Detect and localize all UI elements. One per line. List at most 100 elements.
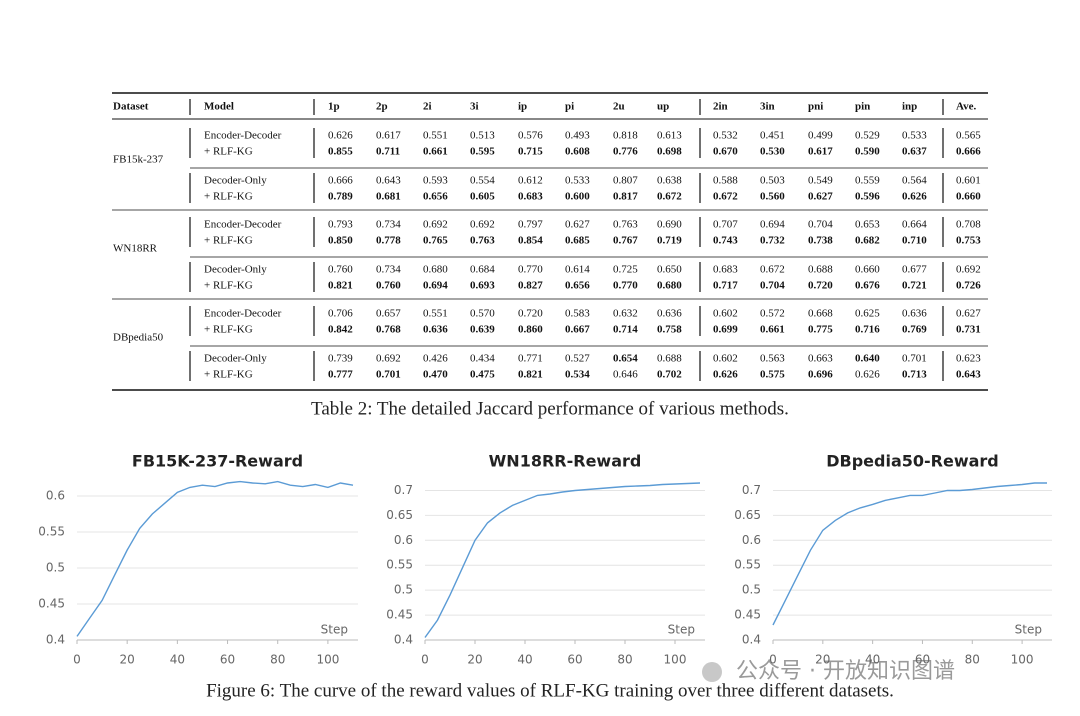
table-cell: 0.850 — [328, 235, 353, 247]
table-cell: 0.701 — [376, 369, 401, 381]
x-tick-label: 60 — [915, 653, 930, 667]
column-header: 2p — [376, 101, 388, 113]
table-cell: 0.681 — [376, 191, 401, 203]
model-name: + RLF-KG — [204, 191, 253, 203]
table-cell: 0.654 — [613, 353, 638, 365]
table-cell: 0.682 — [855, 235, 880, 247]
chart-title: DBpedia50-Reward — [826, 452, 999, 471]
dataset-name: DBpedia50 — [113, 332, 164, 344]
y-tick-label: 0.5 — [742, 583, 761, 597]
table-cell: 0.842 — [328, 324, 353, 336]
table-cell: 0.575 — [760, 369, 785, 381]
x-axis-label: Step — [321, 623, 348, 637]
table-cell: 0.701 — [902, 353, 927, 365]
table-cell: 0.713 — [902, 369, 927, 381]
x-tick-label: 20 — [815, 653, 830, 667]
table-cell: 0.613 — [657, 130, 682, 142]
table-cell: 0.694 — [760, 219, 785, 231]
dataset-name: FB15k-237 — [113, 154, 164, 166]
table-cell: 0.663 — [808, 353, 833, 365]
y-tick-label: 0.55 — [386, 558, 413, 572]
table-cell: 0.661 — [760, 324, 785, 336]
table-cell: 0.692 — [956, 264, 981, 276]
table-cell: 0.534 — [565, 369, 590, 381]
table-cell: 0.768 — [376, 324, 401, 336]
model-name: Encoder-Decoder — [204, 219, 282, 231]
y-tick-label: 0.7 — [394, 483, 413, 497]
table-cell: 0.529 — [855, 130, 880, 142]
y-tick-label: 0.55 — [38, 525, 65, 539]
table-cell: 0.637 — [902, 146, 927, 158]
table-cell: 0.855 — [328, 146, 353, 158]
table-cell: 0.739 — [328, 353, 353, 365]
table-cell: 0.692 — [423, 219, 448, 231]
table-cell: 0.704 — [760, 280, 785, 292]
y-tick-label: 0.6 — [46, 489, 65, 503]
table-cell: 0.818 — [613, 130, 638, 142]
table-cell: 0.623 — [956, 353, 981, 365]
table-cell: 0.608 — [565, 146, 590, 158]
model-name: Encoder-Decoder — [204, 308, 282, 320]
table-cell: 0.760 — [328, 264, 353, 276]
column-header: 2i — [423, 101, 432, 113]
table-cell: 0.667 — [565, 324, 590, 336]
table-cell: 0.527 — [565, 353, 590, 365]
table-cell: 0.639 — [470, 324, 495, 336]
table-cell: 0.493 — [565, 130, 590, 142]
table-cell: 0.763 — [613, 219, 638, 231]
column-header: pin — [855, 101, 870, 113]
table-cell: 0.680 — [657, 280, 682, 292]
table-cell: 0.702 — [657, 369, 682, 381]
model-name: + RLF-KG — [204, 280, 253, 292]
table-cell: 0.726 — [956, 280, 981, 292]
table-cell: 0.426 — [423, 353, 448, 365]
column-header: pi — [565, 101, 574, 113]
table-cell: 0.554 — [470, 175, 495, 187]
x-tick-label: 40 — [517, 653, 532, 667]
table-cell: 0.684 — [470, 264, 495, 276]
table-cell: 0.765 — [423, 235, 448, 247]
table-cell: 0.688 — [657, 353, 682, 365]
table-cell: 0.770 — [518, 264, 543, 276]
table-cell: 0.767 — [613, 235, 638, 247]
column-header: 1p — [328, 101, 340, 113]
table-cell: 0.706 — [328, 308, 353, 320]
table-cell: 0.605 — [470, 191, 495, 203]
table-cell: 0.717 — [713, 280, 738, 292]
watermark-icon — [702, 662, 722, 682]
table-cell: 0.638 — [657, 175, 682, 187]
table-cell: 0.777 — [328, 369, 353, 381]
table-cell: 0.683 — [713, 264, 738, 276]
table-cell: 0.690 — [657, 219, 682, 231]
model-name: Decoder-Only — [204, 353, 267, 365]
table-cell: 0.653 — [855, 219, 880, 231]
table-cell: 0.551 — [423, 130, 448, 142]
table-cell: 0.602 — [713, 308, 738, 320]
y-tick-label: 0.7 — [742, 483, 761, 497]
y-tick-label: 0.6 — [394, 533, 413, 547]
table-cell: 0.860 — [518, 324, 543, 336]
table-cell: 0.688 — [808, 264, 833, 276]
y-tick-label: 0.4 — [394, 633, 413, 647]
table-cell: 0.643 — [956, 369, 981, 381]
model-name: Decoder-Only — [204, 175, 267, 187]
table-cell: 0.743 — [713, 235, 738, 247]
table-cell: 0.475 — [470, 369, 495, 381]
table-cell: 0.593 — [423, 175, 448, 187]
table-cell: 0.434 — [470, 353, 495, 365]
y-tick-label: 0.45 — [38, 597, 65, 611]
table-cell: 0.720 — [518, 308, 543, 320]
column-header: inp — [902, 101, 917, 113]
table-cell: 0.632 — [613, 308, 638, 320]
y-tick-label: 0.55 — [734, 558, 761, 572]
table-cell: 0.614 — [565, 264, 590, 276]
table-cell: 0.734 — [376, 219, 401, 231]
table-cell: 0.668 — [808, 308, 833, 320]
y-tick-label: 0.65 — [386, 508, 413, 522]
table-cell: 0.720 — [808, 280, 833, 292]
table-cell: 0.600 — [565, 191, 590, 203]
table-cell: 0.731 — [956, 324, 981, 336]
watermark: 公众号 · 开放知识图谱 — [736, 659, 955, 684]
table-cell: 0.617 — [808, 146, 833, 158]
